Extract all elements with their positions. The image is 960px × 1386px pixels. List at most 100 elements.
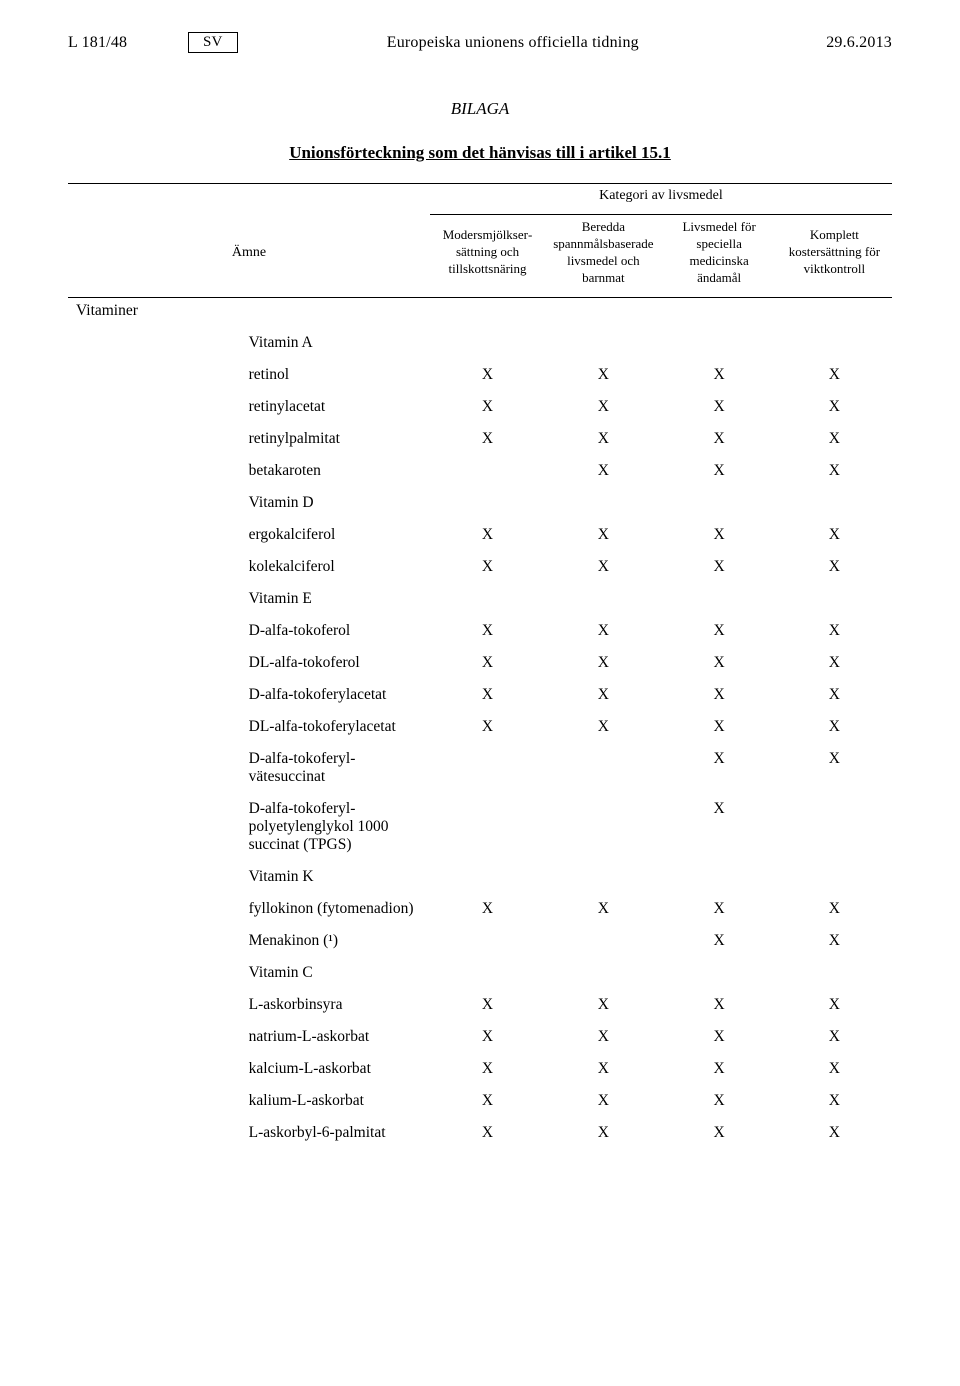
presence-cell: X [430,650,545,682]
presence-cell: X [777,394,892,426]
union-list-title: Unionsförteckning som det hänvisas till … [68,143,892,163]
presence-cell: X [662,1120,777,1152]
presence-cell: X [777,682,892,714]
table-row: Menakinon (¹)XX [68,928,892,960]
table-row: fyllokinon (fytomenadion)XXXX [68,896,892,928]
presence-cell: X [777,714,892,746]
page-reference: L 181/48 [68,34,188,52]
presence-cell: X [430,522,545,554]
presence-cell: X [662,746,777,796]
table-row: DL-alfa-tokoferolXXXX [68,650,892,682]
presence-cell: X [430,1088,545,1120]
vitamin-section: Vitamin A [241,330,430,362]
presence-cell: X [777,928,892,960]
presence-cell: X [777,746,892,796]
journal-name: Europeiska unionens officiella tidning [254,34,772,52]
presence-cell: X [777,618,892,650]
table-row: natrium-L-askorbatXXXX [68,1024,892,1056]
table-row: D-alfa-tokoferyla­cetatXXXX [68,682,892,714]
presence-cell: X [662,618,777,650]
presence-cell: X [430,362,545,394]
presence-cell: X [777,1120,892,1152]
presence-cell [430,928,545,960]
substances-table: Kategori av livsmedel Ämne Modersmjölkse… [68,183,892,1152]
presence-cell: X [545,394,661,426]
presence-cell: X [662,796,777,864]
col-header-2: Beredda spannmålsbaserade livsmedel och … [545,215,661,298]
table-row: D-alfa-tokoferyl­polyetylenglykol 1000 s… [68,796,892,864]
presence-cell: X [545,618,661,650]
presence-cell [545,928,661,960]
presence-cell: X [777,426,892,458]
substance-name: retinylpalmitat [241,426,430,458]
presence-cell [430,458,545,490]
presence-cell [777,796,892,864]
group-vitaminer: Vitaminer [68,297,241,330]
table-row: L-askorbinsyraXXXX [68,992,892,1024]
vitamin-section: Vitamin D [241,490,430,522]
table-row: kolekalciferolXXXX [68,554,892,586]
substance-name: retinol [241,362,430,394]
presence-cell: X [430,554,545,586]
col-header-amne: Ämne [68,215,430,298]
substance-name: DL-alfa-tokoferol [241,650,430,682]
presence-cell: X [545,1088,661,1120]
presence-cell: X [545,522,661,554]
presence-cell: X [777,458,892,490]
presence-cell: X [662,362,777,394]
presence-cell: X [545,992,661,1024]
presence-cell: X [545,682,661,714]
table-row: retinylacetatXXXX [68,394,892,426]
presence-cell: X [545,554,661,586]
table-row: kalcium-L-askorbatXXXX [68,1056,892,1088]
table-row: ergokalciferolXXXX [68,522,892,554]
substance-name: kalcium-L-askorbat [241,1056,430,1088]
issue-date: 29.6.2013 [772,34,892,52]
presence-cell: X [662,992,777,1024]
col-header-3: Livsmedel för speciella medicinska ändam… [662,215,777,298]
presence-cell: X [662,714,777,746]
presence-cell: X [777,896,892,928]
presence-cell [545,746,661,796]
substance-name: D-alfa-tokoferyla­cetat [241,682,430,714]
presence-cell: X [430,426,545,458]
presence-cell: X [430,394,545,426]
presence-cell: X [777,1024,892,1056]
presence-cell: X [662,554,777,586]
presence-cell: X [545,896,661,928]
substance-name: natrium-L-askorbat [241,1024,430,1056]
presence-cell: X [777,650,892,682]
page: L 181/48 SV Europeiska unionens officiel… [0,0,960,1386]
vitamin-section: Vitamin E [241,586,430,618]
substance-name: D-alfa-tokoferyl­polyetylenglykol 1000 s… [241,796,430,864]
presence-cell: X [662,928,777,960]
col-header-1: Modersmjölkser­sättning och tillskottsnä… [430,215,545,298]
presence-cell: X [430,1120,545,1152]
presence-cell: X [777,554,892,586]
presence-cell: X [662,394,777,426]
vitamin-section: Vitamin K [241,864,430,896]
presence-cell: X [430,618,545,650]
presence-cell: X [777,522,892,554]
presence-cell [430,746,545,796]
presence-cell: X [662,682,777,714]
presence-cell: X [662,1056,777,1088]
presence-cell: X [430,682,545,714]
presence-cell: X [777,1056,892,1088]
presence-cell: X [430,1056,545,1088]
presence-cell: X [662,1088,777,1120]
substance-name: kalium-L-askorbat [241,1088,430,1120]
presence-cell: X [662,522,777,554]
presence-cell: X [430,896,545,928]
presence-cell: X [662,1024,777,1056]
table-row: kalium-L-askorbatXXXX [68,1088,892,1120]
substance-name: DL-alfa-tokoferyl­acetat [241,714,430,746]
table-row: L-askorbyl-6-palmitatXXXX [68,1120,892,1152]
substance-name: L-askorbinsyra [241,992,430,1024]
table-row: retinolXXXX [68,362,892,394]
substance-name: D-alfa-tokoferyl­vätesuccinat [241,746,430,796]
table-row: DL-alfa-tokoferyl­acetatXXXX [68,714,892,746]
vitamin-section: Vitamin C [241,960,430,992]
running-header: L 181/48 SV Europeiska unionens officiel… [68,32,892,53]
presence-cell: X [430,992,545,1024]
